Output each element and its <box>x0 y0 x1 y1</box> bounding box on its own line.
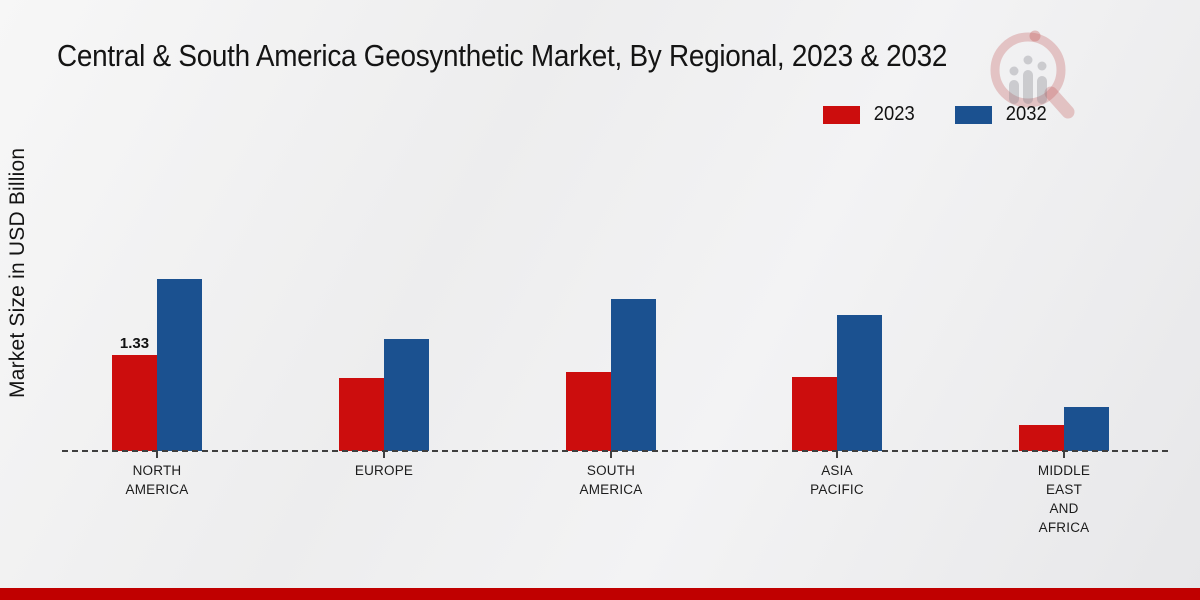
legend-swatch-2023 <box>823 105 860 124</box>
category-label-middle-east-and-africa: MIDDLE EAST AND AFRICA <box>1037 463 1091 535</box>
legend-label: 2023 <box>873 103 915 125</box>
legend-label: 2032 <box>1005 103 1047 125</box>
chart-title: Central & South America Geosynthetic Mar… <box>57 38 948 73</box>
data-label-2023-north-america: 1.33 <box>119 335 150 352</box>
bar-2032-south-america <box>611 299 656 451</box>
x-axis-baseline <box>62 450 1168 452</box>
bar-2032-europe <box>384 339 429 451</box>
bar-2023-europe <box>339 378 384 451</box>
bar-2023-middle-east-and-africa <box>1019 425 1064 451</box>
bar-2023-north-america <box>112 355 157 451</box>
bar-2032-north-america <box>157 279 202 451</box>
axis-tick <box>836 451 838 458</box>
axis-tick <box>156 451 158 458</box>
legend-item-2023: 2023 <box>823 103 917 126</box>
legend-item-2032: 2032 <box>954 103 1049 126</box>
legend-swatch-2032 <box>954 105 992 124</box>
category-label-europe: EUROPE <box>354 463 414 478</box>
axis-tick <box>1063 451 1065 458</box>
legend: 2023 2032 <box>823 103 1048 126</box>
watermark-logo-icon <box>990 30 1075 119</box>
category-label-asia-pacific: ASIA PACIFIC <box>810 463 864 497</box>
bar-2032-middle-east-and-africa <box>1064 407 1109 451</box>
bar-2023-south-america <box>566 372 611 451</box>
axis-tick <box>610 451 612 458</box>
bar-2032-asia-pacific <box>837 315 882 451</box>
bar-2023-asia-pacific <box>792 377 837 451</box>
category-label-north-america: NORTH AMERICA <box>125 463 189 497</box>
y-axis-label: Market Size in USD Billion <box>6 147 29 399</box>
footer-accent-band <box>0 588 1200 600</box>
category-label-south-america: SOUTH AMERICA <box>579 463 643 497</box>
axis-tick <box>383 451 385 458</box>
